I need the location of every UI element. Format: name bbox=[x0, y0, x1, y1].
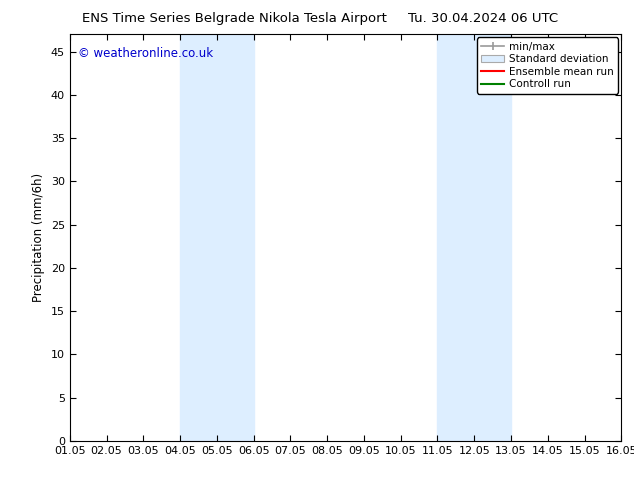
Text: Tu. 30.04.2024 06 UTC: Tu. 30.04.2024 06 UTC bbox=[408, 12, 558, 25]
Legend: min/max, Standard deviation, Ensemble mean run, Controll run: min/max, Standard deviation, Ensemble me… bbox=[477, 37, 618, 94]
Bar bbox=[437, 34, 511, 441]
Bar bbox=[180, 34, 254, 441]
Text: © weatheronline.co.uk: © weatheronline.co.uk bbox=[78, 47, 213, 59]
Text: ENS Time Series Belgrade Nikola Tesla Airport: ENS Time Series Belgrade Nikola Tesla Ai… bbox=[82, 12, 387, 25]
Y-axis label: Precipitation (mm/6h): Precipitation (mm/6h) bbox=[32, 173, 45, 302]
